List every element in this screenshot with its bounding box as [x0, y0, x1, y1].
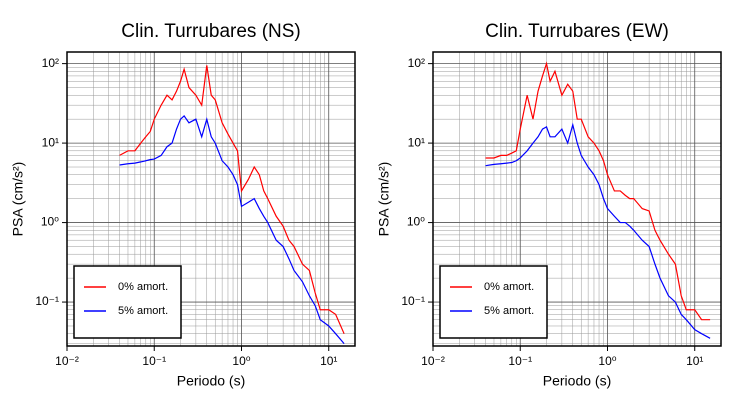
x-tick-label: 10⁻¹	[508, 354, 532, 368]
series-line	[119, 65, 345, 334]
x-tick-label: 10¹	[686, 354, 703, 368]
x-axis-label: Periodo (s)	[177, 373, 245, 389]
legend-box	[73, 265, 182, 339]
x-tick-label: 10⁻¹	[142, 354, 166, 368]
chart-title: Clin. Turrubares (NS)	[121, 21, 301, 42]
x-axis-label: Periodo (s)	[543, 373, 611, 389]
y-tick-label: 10⁰	[41, 215, 59, 229]
legend-label: 0% amort.	[484, 281, 534, 293]
axes-frame	[432, 51, 722, 347]
y-axis-label: PSA (cm/s²)	[376, 162, 392, 237]
y-tick-label: 10⁻¹	[35, 294, 59, 308]
y-tick-label: 10¹	[408, 135, 425, 149]
legend-box	[439, 265, 548, 339]
legend-label: 5% amort.	[484, 305, 534, 317]
plot-area: 10⁻² 10⁻¹ 10⁰ 10¹ 10⁻¹ 10⁰ 10¹ 10² Clin. Turruba…	[10, 21, 356, 389]
x-tick-label: 10⁻²	[55, 354, 79, 368]
series-line	[119, 114, 345, 345]
x-tick-label: 10⁻²	[421, 354, 445, 368]
y-tick-label: 10²	[408, 56, 425, 70]
x-tick-label: 10⁰	[598, 354, 616, 368]
y-tick-label: 10⁻¹	[401, 294, 425, 308]
y-tick-label: 10¹	[42, 135, 59, 149]
chart-title: Clin. Turrubares (EW)	[485, 21, 669, 42]
legend-label: 5% amort.	[118, 305, 168, 317]
legend-label: 0% amort.	[118, 281, 168, 293]
plot-area: 10⁻² 10⁻¹ 10⁰ 10¹ 10⁻¹ 10⁰ 10¹ 10² Clin. Turruba…	[376, 21, 722, 389]
y-tick-label: 10²	[42, 56, 59, 70]
series-line	[485, 122, 711, 339]
axes-frame	[66, 51, 356, 347]
x-tick-label: 10¹	[320, 354, 337, 368]
x-tick-label: 10⁰	[232, 354, 250, 368]
y-tick-label: 10⁰	[407, 215, 425, 229]
y-axis-label: PSA (cm/s²)	[10, 162, 26, 237]
series-line	[485, 61, 711, 321]
